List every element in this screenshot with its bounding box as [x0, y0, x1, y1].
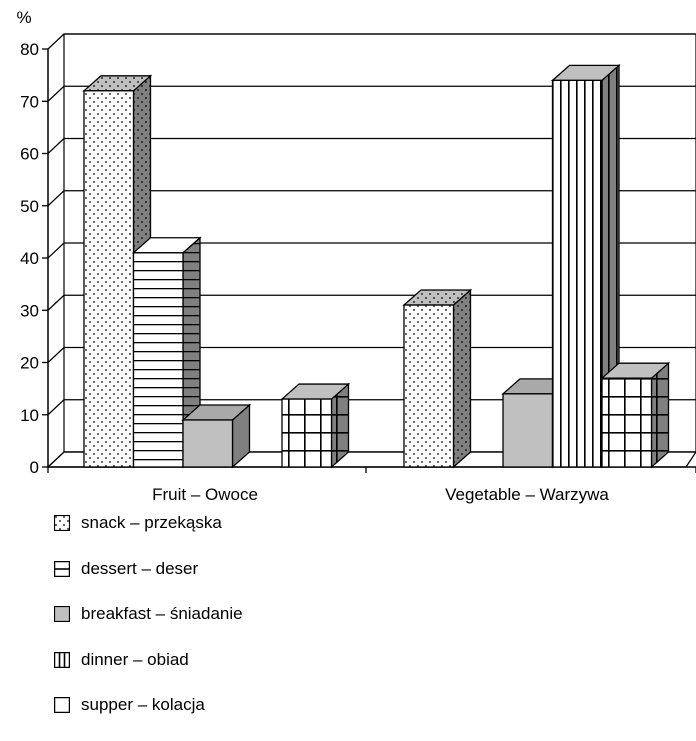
legend-label-breakfast: breakfast – śniadanie	[81, 604, 243, 623]
legend-swatch-breakfast	[54, 606, 70, 622]
y-axis-label: %	[16, 8, 31, 27]
side-gridline-60	[47, 138, 65, 154]
side-gridline-10	[47, 399, 65, 416]
legend-item-breakfast: breakfast – śniadanie	[54, 604, 243, 624]
legend-label-dinner: dinner – obiad	[81, 649, 189, 669]
legend-item-supper: supper – kolacja	[54, 695, 243, 715]
side-gridline-50	[47, 190, 65, 207]
bar-vegetable-snack	[402, 288, 473, 469]
bar-fruit-dessert-front	[132, 252, 184, 468]
y-tick-label-80: 80	[20, 40, 39, 59]
legend-item-snack: snack – przekąska	[54, 513, 243, 533]
y-tick-label-30: 30	[20, 301, 39, 320]
bar-vegetable-dinner-front	[551, 79, 603, 468]
legend-label-snack: snack – przekąska	[81, 513, 222, 532]
bar-vegetable-supper-side	[650, 361, 670, 469]
bar-vegetable-dinner	[550, 63, 621, 469]
side-gridline-80	[47, 33, 65, 50]
bar-vegetable-snack-front	[403, 304, 455, 468]
bar-vegetable-supper	[600, 361, 671, 469]
y-tick-label-10: 10	[20, 406, 39, 425]
side-gridline-30	[47, 294, 65, 311]
legend-label-supper: supper – kolacja	[81, 695, 205, 714]
bar-fruit-supper	[280, 382, 351, 469]
bar-chart: % 0 10 20 30 40 50 60 70 80 Fruit – Owoce Vegeta…	[16, 8, 696, 504]
bar-fruit-breakfast	[181, 403, 252, 469]
y-tick-label-50: 50	[20, 197, 39, 216]
legend-label-dessert: dessert – deser	[81, 558, 199, 578]
bars	[82, 63, 671, 469]
bar-fruit-supper-front	[281, 398, 333, 468]
y-axis: % 0 10 20 30 40 50 60 70 80	[16, 8, 696, 477]
x-tick-label-fruit: Fruit – Owoce	[152, 485, 258, 504]
side-gridline-70	[47, 85, 65, 102]
legend-swatch-snack	[54, 515, 70, 531]
side-gridline-40	[47, 242, 65, 259]
bar-vegetable-breakfast-front	[502, 393, 554, 468]
bar-fruit-breakfast-front	[182, 419, 234, 468]
bar-fruit-snack-front	[83, 90, 135, 468]
x-tick-label-vegetable: Vegetable – Warzywa	[445, 485, 609, 504]
y-tick-label-40: 40	[20, 249, 39, 268]
y-tick-label-0: 0	[30, 458, 39, 477]
y-tick-label-20: 20	[20, 354, 39, 373]
x-axis-labels: Fruit – Owoce Vegetable – Warzywa	[152, 485, 609, 504]
bar-vegetable-supper-front	[601, 377, 653, 468]
y-tick-label-60: 60	[20, 145, 39, 164]
legend-swatch-dinner	[54, 651, 70, 668]
legend-swatch-dessert	[54, 560, 70, 577]
bar-vegetable-snack-side	[452, 288, 472, 469]
side-gridline-0	[47, 451, 65, 468]
side-gridline-20	[47, 347, 65, 363]
legend-swatch-supper	[54, 697, 70, 713]
legend-item-dessert: dessert – deser	[54, 559, 243, 579]
legend: snack – przekąska dessert – deser breakf…	[54, 513, 243, 741]
y-tick-label-70: 70	[20, 92, 39, 111]
bar-fruit-dessert	[131, 236, 202, 469]
legend-item-dinner: dinner – obiad	[54, 650, 243, 670]
